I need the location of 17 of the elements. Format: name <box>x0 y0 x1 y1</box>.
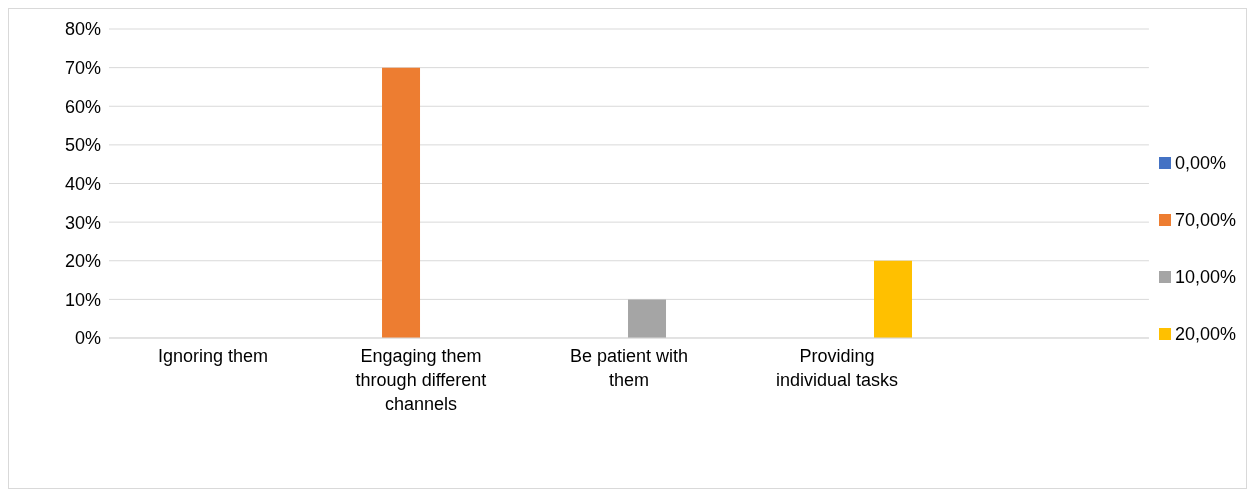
y-tick-label: 30% <box>64 212 101 233</box>
x-tick-label: Be patient with them <box>569 346 689 390</box>
legend-label: 0,00% <box>1174 152 1226 174</box>
y-tick-label: 40% <box>64 173 101 194</box>
legend-label: 70,00% <box>1174 209 1236 231</box>
legend-label: 10,00% <box>1174 266 1236 288</box>
y-tick-label: 70% <box>64 58 101 79</box>
x-tick-label: Ignoring them <box>157 346 269 366</box>
y-tick-label: 60% <box>64 96 101 117</box>
y-tick-label: 0% <box>74 328 101 349</box>
x-tick-label: Providing individual tasks <box>775 346 898 390</box>
y-tick-label: 10% <box>64 289 101 310</box>
legend-label: 20,00% <box>1174 323 1236 345</box>
y-tick-label: 50% <box>64 135 101 156</box>
x-tick-label: Engaging them through different channels <box>355 346 487 414</box>
y-tick-label: 20% <box>64 251 101 272</box>
y-tick-label: 80% <box>64 19 101 40</box>
